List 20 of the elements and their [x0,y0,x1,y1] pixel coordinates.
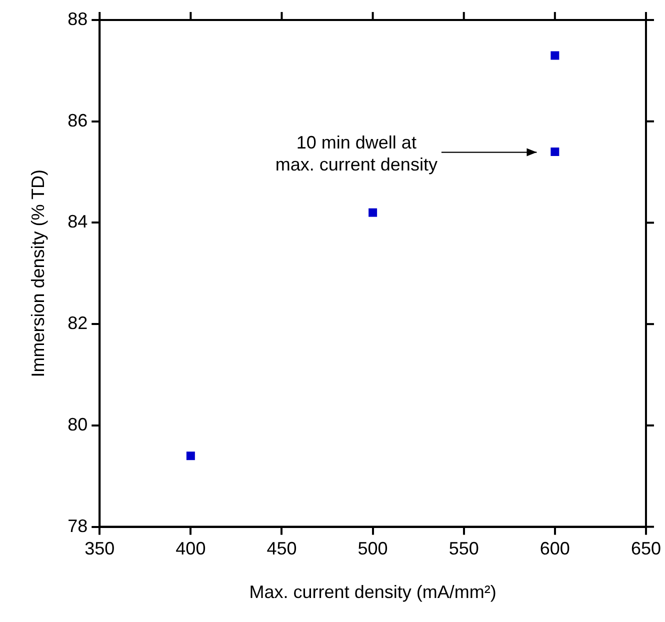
y-tick-label: 84 [68,212,88,232]
point [550,51,560,60]
point [186,452,195,460]
y-tick-label: 86 [68,110,88,130]
x-tick-label: 350 [84,538,115,559]
x-tick-label: 450 [266,538,297,559]
x-axis-title: Max. current density (mA/mm²) [249,582,496,602]
y-tick-label: 80 [68,414,88,434]
x-tick-label: 650 [630,538,662,559]
x-tick-label: 600 [540,538,570,559]
point [368,208,378,217]
y-axis-title: Immersion density (% TD) [28,170,48,378]
x-tick-label: 550 [448,538,479,559]
y-tick-label: 78 [68,516,88,536]
point [550,148,560,156]
x-tick-label: 500 [358,538,388,559]
y-tick-label: 82 [68,313,88,334]
y-tick-label: 88 [68,8,88,29]
annotation: 10 min dwell at max. current density [275,132,438,174]
x-tick-label: 400 [176,538,206,559]
